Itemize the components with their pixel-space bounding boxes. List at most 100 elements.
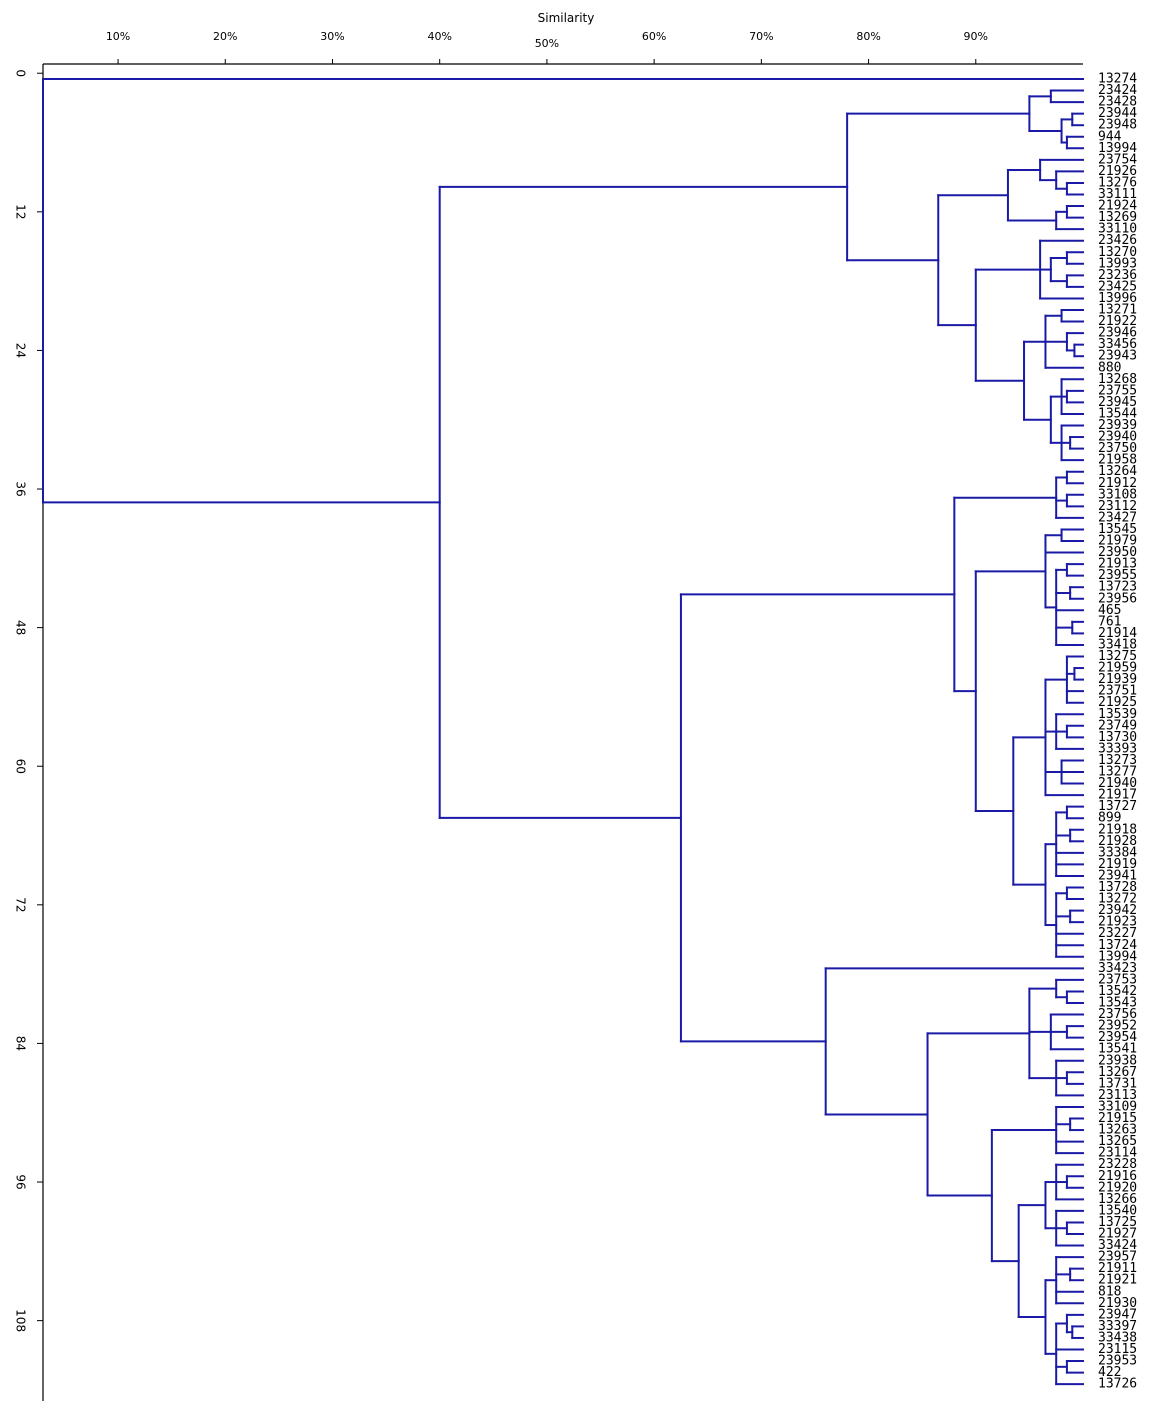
leaf-label: 21922 xyxy=(1098,314,1137,329)
leaf-label: 13263 xyxy=(1098,1123,1137,1138)
leaf-label: 465 xyxy=(1098,603,1121,618)
leaf-label: 23945 xyxy=(1098,395,1137,410)
leaf-label: 23956 xyxy=(1098,591,1137,606)
leaf-label: 23938 xyxy=(1098,1053,1137,1068)
y-tick-label: 12 xyxy=(14,204,28,219)
leaf-label: 21921 xyxy=(1098,1273,1137,1288)
leaf-label: 13996 xyxy=(1098,291,1137,306)
y-tick-label: 108 xyxy=(14,1309,28,1332)
leaf-label: 23426 xyxy=(1098,233,1137,248)
leaf-label: 13266 xyxy=(1098,1192,1137,1207)
leaf-label: 23947 xyxy=(1098,1307,1137,1322)
leaf-label: 21939 xyxy=(1098,672,1137,687)
leaf-label: 33456 xyxy=(1098,337,1137,352)
leaf-label: 21925 xyxy=(1098,695,1137,710)
leaf-label: 23425 xyxy=(1098,279,1137,294)
leaf-label: 21979 xyxy=(1098,534,1137,549)
leaf-label: 13264 xyxy=(1098,464,1137,479)
leaf-label: 13543 xyxy=(1098,996,1137,1011)
leaf-label: 23955 xyxy=(1098,568,1137,583)
leaf-label: 13272 xyxy=(1098,892,1137,907)
leaf-label: 21920 xyxy=(1098,1180,1137,1195)
leaf-label: 23113 xyxy=(1098,1088,1137,1103)
leaf-label: 33384 xyxy=(1098,845,1137,860)
leaf-label: 33424 xyxy=(1098,1238,1137,1253)
leaf-label: 899 xyxy=(1098,811,1121,826)
leaf-label: 13544 xyxy=(1098,406,1137,421)
leaf-label: 23751 xyxy=(1098,684,1137,699)
leaf-label: 21958 xyxy=(1098,453,1137,468)
leaf-label: 33109 xyxy=(1098,1099,1137,1114)
leaf-label: 13993 xyxy=(1098,256,1137,271)
leaf-label: 13725 xyxy=(1098,1215,1137,1230)
leaf-label: 23943 xyxy=(1098,349,1137,364)
leaf-label: 23424 xyxy=(1098,83,1137,98)
leaf-label: 13268 xyxy=(1098,372,1137,387)
leaf-label: 21919 xyxy=(1098,857,1137,872)
leaf-label: 23228 xyxy=(1098,1157,1137,1172)
y-tick-label: 36 xyxy=(14,481,28,496)
leaf-label: 13730 xyxy=(1098,730,1137,745)
leaf-label: 13267 xyxy=(1098,1065,1137,1080)
leaf-label: 13540 xyxy=(1098,1203,1137,1218)
leaf-label: 13276 xyxy=(1098,175,1137,190)
leaf-label: 13274 xyxy=(1098,72,1137,87)
x-tick-label: 60% xyxy=(642,30,666,43)
leaf-label: 13723 xyxy=(1098,580,1137,595)
x-tick-label: 30% xyxy=(320,30,344,43)
leaf-label: 21914 xyxy=(1098,626,1137,641)
leaf-label: 880 xyxy=(1098,360,1121,375)
leaf-label: 23942 xyxy=(1098,903,1137,918)
leaf-label: 23755 xyxy=(1098,383,1137,398)
leaf-label: 13277 xyxy=(1098,765,1137,780)
leaf-label: 23952 xyxy=(1098,1019,1137,1034)
leaf-label: 13275 xyxy=(1098,649,1137,664)
leaf-label: 23749 xyxy=(1098,718,1137,733)
leaf-label: 33397 xyxy=(1098,1319,1137,1334)
leaf-label: 23950 xyxy=(1098,545,1137,560)
leaf-label: 21916 xyxy=(1098,1169,1137,1184)
leaf-label: 33108 xyxy=(1098,487,1137,502)
leaf-label: 21928 xyxy=(1098,834,1137,849)
x-tick-label: 40% xyxy=(427,30,451,43)
leaf-label: 761 xyxy=(1098,614,1121,629)
leaf-label: 818 xyxy=(1098,1284,1121,1299)
leaf-label: 33418 xyxy=(1098,637,1137,652)
y-tick-label: 48 xyxy=(14,620,28,635)
leaf-labels: 1327423424234282394423948944139942375421… xyxy=(1098,72,1137,1392)
leaf-label: 23940 xyxy=(1098,430,1137,445)
axes xyxy=(42,63,1083,1401)
leaf-label: 21913 xyxy=(1098,557,1137,572)
y-tick-label: 0 xyxy=(14,69,28,77)
leaf-label: 13542 xyxy=(1098,984,1137,999)
leaf-label: 23227 xyxy=(1098,926,1137,941)
leaf-label: 21940 xyxy=(1098,776,1137,791)
leaf-label: 23954 xyxy=(1098,1030,1137,1045)
leaf-label: 13270 xyxy=(1098,245,1137,260)
leaf-label: 33393 xyxy=(1098,741,1137,756)
leaf-label: 23750 xyxy=(1098,441,1137,456)
leaf-label: 23427 xyxy=(1098,510,1137,525)
leaf-label: 13545 xyxy=(1098,522,1137,537)
x-tick-label: 10% xyxy=(106,30,130,43)
leaf-label: 13727 xyxy=(1098,799,1137,814)
leaf-label: 21924 xyxy=(1098,199,1137,214)
leaf-label: 21927 xyxy=(1098,1227,1137,1242)
leaf-label: 13726 xyxy=(1098,1377,1137,1392)
x-tick-label: 50% xyxy=(535,37,559,50)
leaf-label: 23236 xyxy=(1098,268,1137,283)
leaf-label: 21923 xyxy=(1098,915,1137,930)
leaf-label: 23939 xyxy=(1098,418,1137,433)
leaf-label: 23115 xyxy=(1098,1342,1137,1357)
dendrogram-branches xyxy=(42,78,1084,1386)
leaf-label: 13273 xyxy=(1098,753,1137,768)
leaf-label: 23112 xyxy=(1098,499,1137,514)
leaf-label: 13994 xyxy=(1098,949,1137,964)
leaf-label: 33111 xyxy=(1098,187,1137,202)
leaf-label: 23754 xyxy=(1098,152,1137,167)
leaf-label: 13265 xyxy=(1098,1134,1137,1149)
leaf-label: 13724 xyxy=(1098,938,1137,953)
leaf-label: 21915 xyxy=(1098,1111,1137,1126)
leaf-label: 23946 xyxy=(1098,326,1137,341)
leaf-label: 944 xyxy=(1098,129,1122,144)
